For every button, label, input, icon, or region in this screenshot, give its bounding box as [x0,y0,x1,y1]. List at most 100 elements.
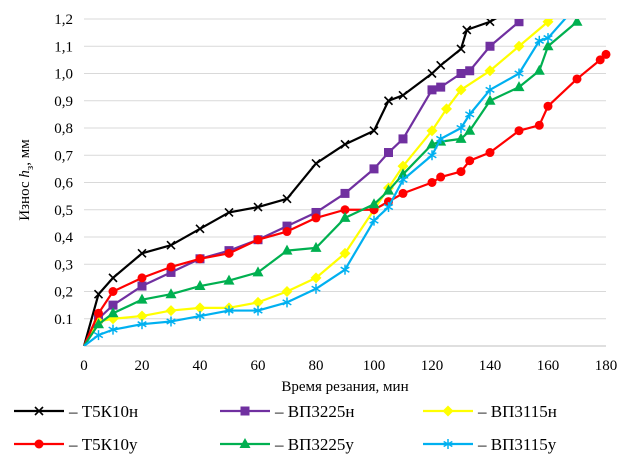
square-marker [384,148,393,158]
asterisk-marker [224,305,234,316]
legend-label: – ВП3115н [477,402,557,421]
triangle-marker [165,288,177,299]
x-marker [485,19,495,27]
triangle-marker [533,64,545,75]
square-marker [282,221,292,231]
triangle-marker [455,132,467,143]
circle-marker [398,188,408,198]
x-marker [93,289,104,299]
circle-marker [166,262,176,272]
circle-marker [94,308,103,318]
x-tick-label: 180 [595,358,618,374]
series-3 [83,19,554,346]
x-marker [195,224,205,234]
asterisk-marker [427,150,437,161]
circle-marker [427,178,437,187]
legend-item: – Т5К10у [14,435,138,454]
asterisk-marker [534,35,545,46]
asterisk-marker [166,316,176,327]
diamond-marker [165,305,177,317]
x-marker [282,194,292,204]
legend-item: – ВП3225н [220,402,354,421]
circle-marker [224,248,234,258]
diamond-marker [397,160,409,172]
triangle-marker [252,266,264,277]
x-tick-label: 60 [251,358,266,374]
circle-marker [485,148,495,158]
triangle-marker [339,211,351,222]
diamond-marker [513,40,525,52]
x-marker [166,240,176,250]
circle-marker [436,172,446,182]
diamond-marker [252,296,264,308]
diamond-marker [426,125,438,137]
y-tick-label: 1,2 [54,12,73,28]
circle-marker [340,205,350,215]
triangle-marker [397,168,409,179]
x-tick-label: 80 [309,358,324,374]
asterisk-marker [383,202,394,213]
y-tick-label: 0,5 [54,203,73,219]
x-marker [340,139,350,149]
x-marker [369,126,379,136]
legend-label: – Т5К10у [68,435,138,454]
y-tick-label: 0.1 [54,312,73,328]
asterisk-marker [573,0,582,10]
series-6 [83,0,582,346]
x-marker [253,202,263,212]
square-marker [456,69,466,78]
asterisk-marker [435,133,446,144]
legend-item: – ВП3115н [423,402,557,421]
triangle-marker [542,40,554,51]
circle-marker [456,167,466,177]
diamond-marker [136,310,148,322]
legend-item: – ВП3225у [220,435,354,454]
triangle-marker [310,241,322,252]
legend-label: – ВП3115у [477,435,557,454]
legend-item: – Т5К10н [14,402,138,421]
triangle-marker [93,318,104,329]
asterisk-marker [456,123,466,133]
x-tick-label: 0 [80,358,88,374]
x-marker [427,68,437,79]
asterisk-marker [340,264,350,275]
triangle-marker [368,198,380,209]
square-marker [465,66,475,76]
asterisk-marker [398,174,408,185]
triangle-marker [513,81,525,92]
triangle-marker [464,124,476,135]
y-tick-label: 0,6 [54,176,73,192]
series-line [83,20,578,346]
y-axis-title-sub: з [24,166,36,170]
x-tick-label: 20 [135,358,150,374]
square-marker [137,281,147,291]
diamond-marker [194,302,206,314]
x-marker [398,90,408,100]
legend-item: – ВП3115у [423,435,557,454]
circle-marker [543,101,553,111]
x-marker [462,25,472,35]
x-marker [311,158,321,168]
series-line [83,19,554,346]
asterisk-marker [485,84,495,95]
y-tick-label: 0,7 [54,148,73,164]
series-5 [83,19,583,346]
circle-marker [514,126,524,136]
circle-marker [572,74,582,84]
triangle-marker [136,293,148,304]
x-marker [108,273,118,283]
y-tick-labels: 0.1 0,2 0,3 0,4 0,5 0,6 0,7 0,8 0,9 1,0 1,1 1,2 [54,12,73,328]
series-line [82,53,607,346]
y-tick-label: 1,0 [54,67,73,83]
diamond-marker [281,286,293,297]
series-4 [82,49,611,346]
legend-label: – ВП3225н [274,402,354,421]
x-tick-label: 140 [479,358,502,374]
x-axis-title: Время резания, мин [281,379,408,395]
x-tick-label: 160 [537,358,560,374]
y-tick-label: 0,8 [54,121,73,137]
y-axis-title-var: h [17,170,33,178]
legend-label: – Т5К10н [68,402,138,421]
circle-marker [137,273,147,283]
